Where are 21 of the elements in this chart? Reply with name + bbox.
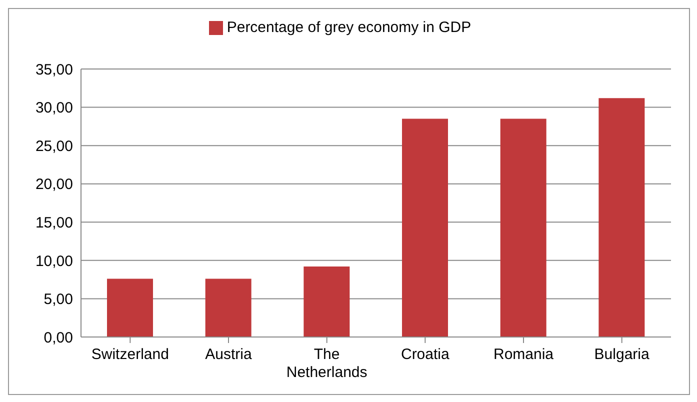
bar xyxy=(107,278,153,337)
bar xyxy=(304,266,350,337)
bar xyxy=(500,118,546,337)
x-tick-label: Bulgaria xyxy=(594,346,650,363)
y-tick-label: 35,00 xyxy=(35,61,73,78)
bar xyxy=(205,278,252,337)
y-tick-label: 30,00 xyxy=(35,100,73,117)
bar xyxy=(402,118,448,337)
y-tick-label: 20,00 xyxy=(35,176,73,194)
x-tick-label: The Netherlands xyxy=(286,346,368,381)
x-tick-label: Switzerland xyxy=(91,346,169,363)
bar xyxy=(598,98,645,337)
y-tick-label: 15,00 xyxy=(35,214,73,232)
x-tick-label: Romania xyxy=(493,346,554,363)
y-tick-label: 25,00 xyxy=(35,138,73,155)
y-tick-label: 10,00 xyxy=(35,252,73,270)
x-tick-label: Croatia xyxy=(400,346,450,363)
y-tick-label: 5,00 xyxy=(44,291,73,308)
y-tick-label: 0,00 xyxy=(44,329,73,346)
legend-label: Percentage of grey economy in GDP xyxy=(226,19,472,36)
x-tick-label: Austria xyxy=(205,346,252,363)
